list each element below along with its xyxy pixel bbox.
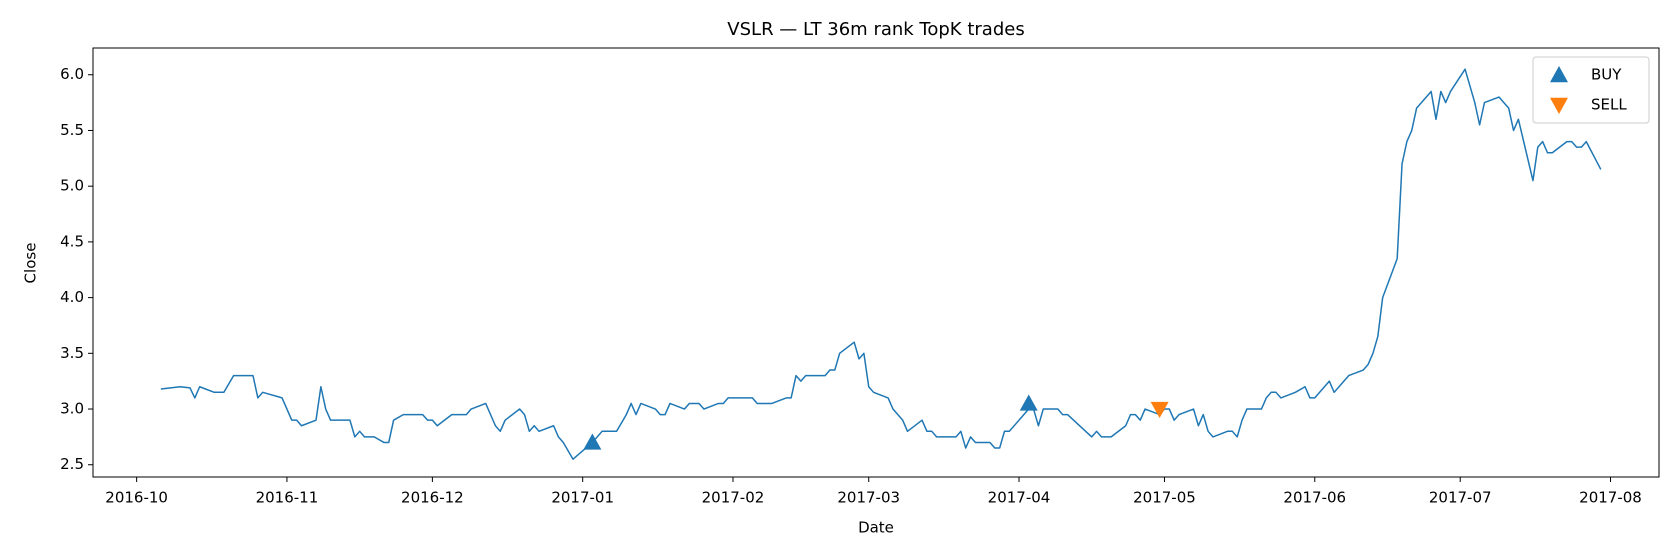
plot-frame [92, 47, 1660, 478]
x-tick-label: 2016-12 [401, 489, 464, 507]
trade-marker [1150, 401, 1169, 419]
x-tick-label: 2017-08 [1579, 489, 1642, 507]
y-tick-label: 3.5 [60, 344, 84, 362]
price-line [160, 68, 1602, 460]
y-axis-label: Close [22, 243, 40, 284]
x-tick-label: 2017-05 [1133, 489, 1196, 507]
trade-marker [1019, 394, 1038, 411]
trade-marker [583, 433, 602, 450]
legend-swatch [1550, 97, 1568, 114]
y-tick-label: 5.0 [60, 177, 84, 195]
y-tick-label: 2.5 [60, 455, 84, 473]
y-tick-label: 5.5 [60, 121, 84, 139]
x-tick-label: 2017-03 [837, 489, 900, 507]
legend-label: BUY [1591, 66, 1622, 84]
x-tick-label: 2017-01 [551, 489, 614, 507]
y-tick-label: 3.0 [60, 400, 84, 418]
x-tick-label: 2017-07 [1429, 489, 1492, 507]
y-tick-label: 4.5 [60, 232, 84, 250]
x-tick-label: 2017-02 [702, 489, 765, 507]
y-tick-label: 4.0 [60, 288, 84, 306]
y-tick-label: 6.0 [60, 65, 84, 83]
legend-label: SELL [1591, 96, 1627, 114]
x-tick-label: 2016-11 [256, 489, 319, 507]
chart-title: VSLR — LT 36m rank TopK trades [727, 19, 1024, 40]
x-axis-label: Date [858, 519, 894, 537]
legend-swatch [1550, 66, 1568, 83]
x-tick-label: 2017-06 [1283, 489, 1346, 507]
x-tick-label: 2016-10 [105, 489, 168, 507]
x-tick-label: 2017-04 [988, 489, 1051, 507]
